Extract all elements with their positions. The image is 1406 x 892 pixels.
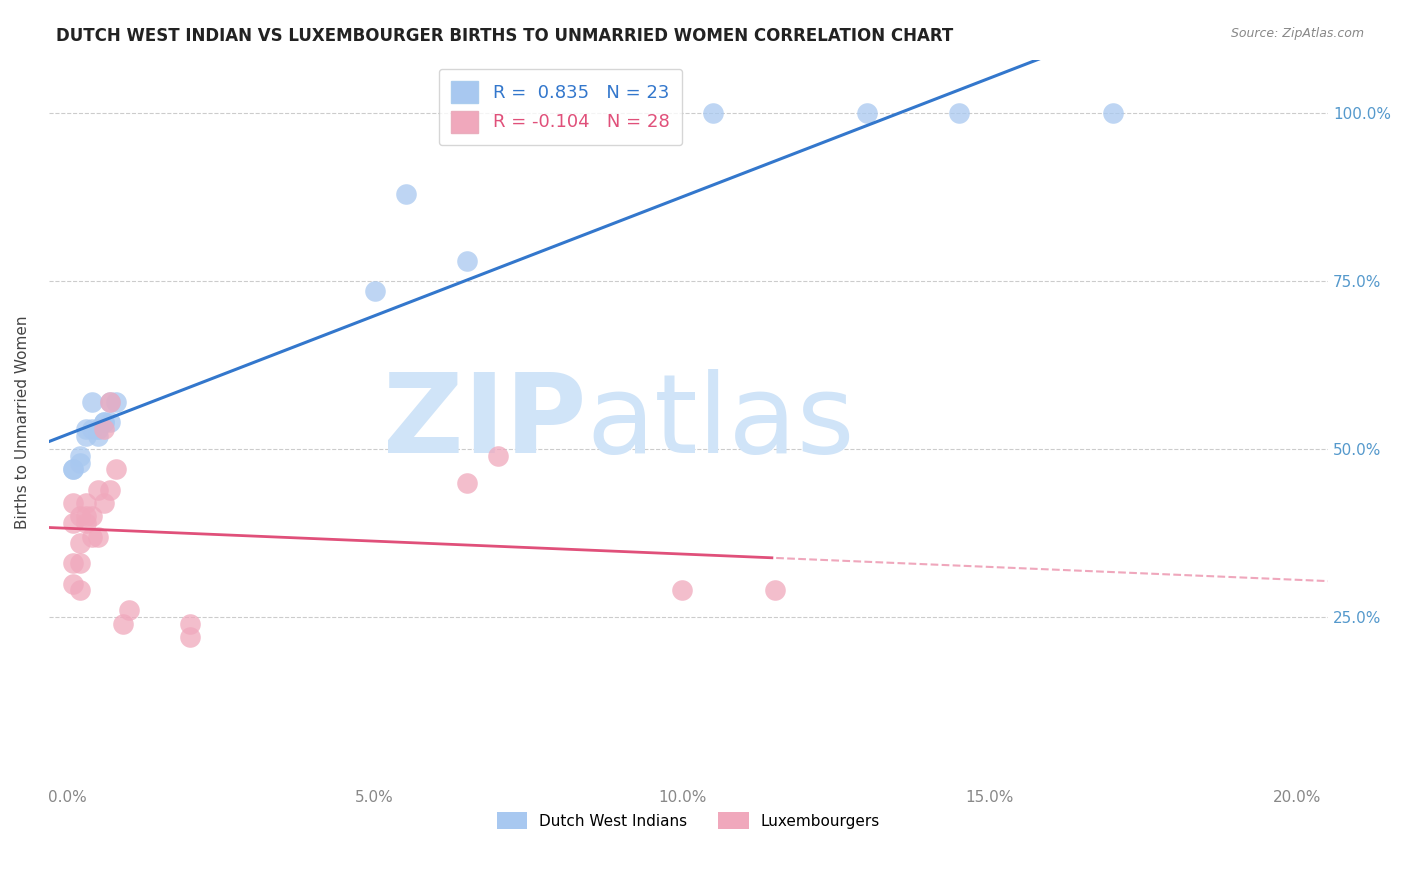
Point [98,415,121,429]
Point [87,429,110,443]
Point [456,475,478,490]
Legend: Dutch West Indians, Luxembourgers: Dutch West Indians, Luxembourgers [491,805,886,836]
Point [69,583,91,598]
Point [394,186,416,201]
Point [62,462,84,476]
Point [179,630,201,644]
Point [486,449,509,463]
Point [75,429,97,443]
Point [80,509,103,524]
Point [98,395,121,409]
Point [62,516,84,530]
Point [87,422,110,436]
Point [87,530,110,544]
Point [111,616,134,631]
Point [93,415,115,429]
Point [671,583,693,598]
Point [87,422,110,436]
Point [75,509,97,524]
Point [80,530,103,544]
Point [75,516,97,530]
Point [856,106,879,120]
Y-axis label: Births to Unmarried Women: Births to Unmarried Women [15,316,30,529]
Point [62,557,84,571]
Point [702,106,724,120]
Text: atlas: atlas [586,369,855,475]
Point [75,422,97,436]
Point [69,536,91,550]
Point [456,254,478,268]
Point [105,395,128,409]
Point [98,395,121,409]
Point [98,483,121,497]
Point [93,422,115,436]
Point [62,496,84,510]
Point [93,496,115,510]
Point [80,422,103,436]
Point [948,106,970,120]
Point [69,456,91,470]
Text: Source: ZipAtlas.com: Source: ZipAtlas.com [1230,27,1364,40]
Point [1102,106,1125,120]
Point [80,395,103,409]
Point [179,616,201,631]
Point [69,557,91,571]
Point [364,285,387,299]
Point [105,462,128,476]
Point [118,603,141,617]
Point [69,449,91,463]
Point [93,415,115,429]
Text: DUTCH WEST INDIAN VS LUXEMBOURGER BIRTHS TO UNMARRIED WOMEN CORRELATION CHART: DUTCH WEST INDIAN VS LUXEMBOURGER BIRTHS… [56,27,953,45]
Point [62,576,84,591]
Point [62,462,84,476]
Point [87,483,110,497]
Point [75,496,97,510]
Point [69,509,91,524]
Text: ZIP: ZIP [382,369,586,475]
Point [763,583,786,598]
